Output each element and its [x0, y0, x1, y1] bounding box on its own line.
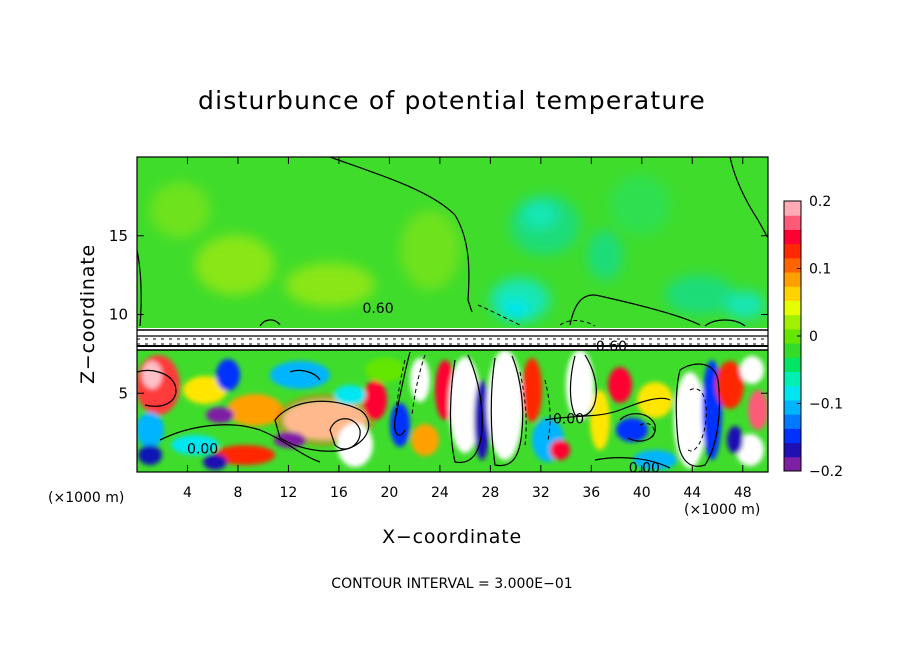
colorbar-segment	[784, 399, 801, 415]
colorbar-segment	[784, 357, 801, 373]
colorbar-segment	[784, 215, 801, 230]
contour-interval-note: CONTOUR INTERVAL = 3.000E−01	[331, 576, 573, 592]
negative-contours	[394, 304, 707, 452]
colorbar-segment	[784, 229, 801, 245]
contour-labels: 0.60 0.60 0.00 0.00 0.00	[187, 301, 660, 476]
colorbar-segment	[784, 371, 801, 387]
colorbar-segment	[784, 286, 801, 301]
x-tick-label: 12	[280, 485, 298, 501]
colorbar: 0.2 0.1 0 −0.1 −0.2	[783, 194, 843, 480]
colorbar-segment	[784, 414, 801, 429]
colorbar-tick-label: −0.2	[809, 464, 843, 480]
x-axis: 4 8 12 16 20 24 28 32 36 40 44 48	[183, 157, 752, 501]
colorbar-segment	[784, 456, 801, 472]
contour-label: 0.60	[596, 339, 627, 355]
x-tick-label: 8	[233, 485, 242, 501]
colorbar-segment	[784, 442, 801, 458]
colorbar-tick-label: −0.1	[809, 397, 843, 413]
contour-label: 0.60	[362, 301, 393, 317]
contour-label: 0.00	[553, 411, 584, 427]
colorbar-segment	[784, 243, 801, 259]
colorbar-tick-label: 0.1	[809, 262, 831, 278]
lower-field-turbulence	[137, 350, 768, 470]
x-tick-label: 36	[582, 485, 600, 501]
contour-label: 0.00	[187, 441, 218, 457]
x-tick-label: 44	[683, 485, 701, 501]
colorbar-tick-label: 0	[809, 329, 818, 345]
x-tick-label: 48	[734, 485, 752, 501]
colorbar-segment	[784, 328, 801, 344]
y-tick-label: 15	[109, 227, 128, 245]
colorbar-segment	[784, 314, 801, 330]
y-axis: 5 10 15	[109, 227, 768, 402]
colorbar-segment	[784, 343, 801, 358]
contour-label: 0.00	[629, 460, 660, 476]
colorbar-segment	[784, 257, 801, 273]
plot-field: 0.60 0.60 0.00 0.00 0.00	[137, 157, 768, 476]
contour-lines	[137, 157, 768, 469]
x-tick-label: 32	[532, 485, 550, 501]
x-tick-label: 20	[380, 485, 398, 501]
colorbar-tick-label: 0.2	[809, 194, 831, 210]
x-tick-label: 24	[431, 485, 449, 501]
colorbar-segment	[784, 201, 801, 216]
colorbar-segment	[784, 385, 801, 401]
x-tick-label: 16	[330, 485, 348, 501]
upper-field-variations	[150, 175, 765, 322]
x-axis-label: X−coordinate	[382, 526, 522, 548]
y-tick-label: 5	[118, 384, 128, 402]
x-unit-right: (×1000 m)	[684, 502, 761, 518]
x-unit-left: (×1000 m)	[48, 490, 125, 506]
x-tick-label: 4	[183, 485, 192, 501]
chart-title: disturbunce of potential temperature	[198, 86, 706, 115]
x-tick-label: 40	[633, 485, 651, 501]
y-tick-label: 10	[109, 306, 128, 324]
x-tick-label: 28	[481, 485, 499, 501]
colorbar-segment	[784, 428, 801, 444]
colorbar-segment	[784, 300, 801, 316]
colorbar-segment	[784, 272, 801, 287]
y-axis-label: Z−coordinate	[77, 244, 99, 384]
